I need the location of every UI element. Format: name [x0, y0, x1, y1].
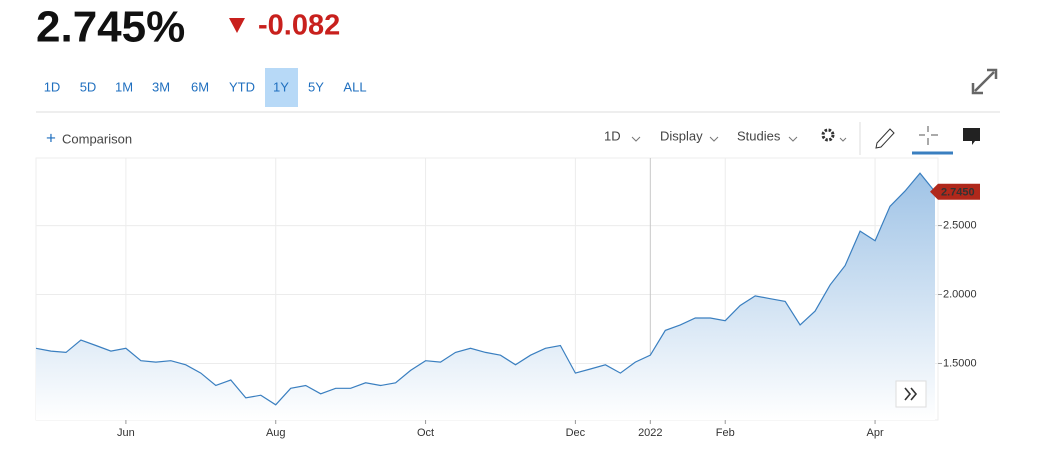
range-button[interactable]: 1Y — [273, 79, 289, 94]
x-tick-label: Dec — [566, 427, 586, 439]
chevron — [709, 136, 719, 142]
x-tick-label: Feb — [716, 427, 735, 439]
x-tick-label: 2022 — [638, 427, 662, 439]
range-button[interactable]: 1M — [115, 79, 133, 94]
scroll-icon — [904, 387, 918, 401]
range-button[interactable]: 1D — [44, 79, 61, 94]
range-button[interactable]: YTD — [229, 79, 255, 94]
chevron — [631, 136, 641, 142]
y-tick-label: 1.5000 — [943, 357, 977, 369]
line — [35, 172, 936, 406]
y-tick-label: 2.5000 — [943, 219, 977, 231]
range-button[interactable]: 6M — [191, 79, 209, 94]
plus-icon[interactable]: + — [46, 128, 56, 147]
active-range — [265, 68, 298, 107]
comparison-button[interactable]: Comparison — [62, 131, 132, 146]
x-tick-label: Apr — [867, 427, 884, 439]
settings-icon[interactable] — [821, 128, 835, 142]
y-tick-label: 2.0000 — [943, 288, 977, 300]
range-button[interactable]: ALL — [343, 79, 366, 94]
last-value-label: 2.7450 — [941, 187, 975, 199]
price: 2.745% — [36, 3, 185, 52]
draw-icon[interactable] — [875, 128, 895, 149]
x-tick-label: Aug — [266, 427, 286, 439]
chevron — [788, 136, 798, 142]
interval-button[interactable]: 1D — [604, 128, 621, 143]
x-tick-label: Oct — [417, 427, 434, 439]
change: -0.082 — [258, 10, 340, 42]
crosshair-icon[interactable] — [919, 126, 938, 145]
comment-icon[interactable] — [963, 128, 980, 145]
chevron — [839, 137, 847, 142]
x-tick-label: Jun — [117, 427, 135, 439]
last-value-tag — [930, 183, 980, 200]
down-arrow — [229, 18, 245, 33]
range-button[interactable]: 5D — [80, 79, 97, 94]
display-button[interactable]: Display — [660, 128, 703, 143]
area — [36, 173, 935, 420]
studies-button[interactable]: Studies — [737, 128, 781, 143]
range-button[interactable]: 3M — [152, 79, 170, 94]
range-button[interactable]: 5Y — [308, 79, 324, 94]
expand-icon[interactable] — [971, 68, 998, 95]
